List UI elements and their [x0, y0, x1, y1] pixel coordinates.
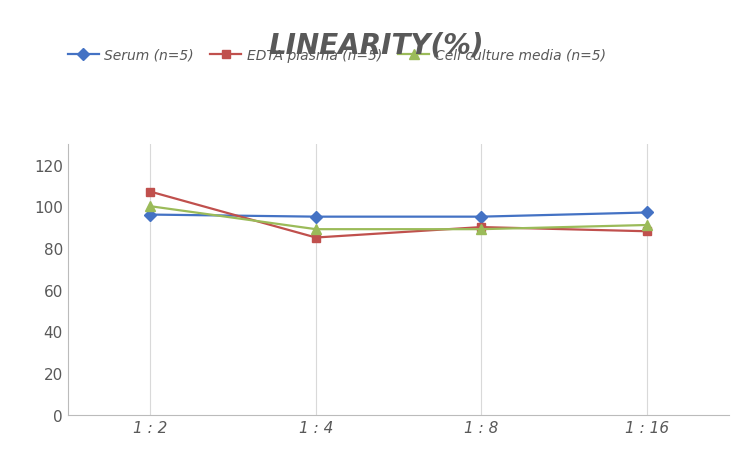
Serum (n=5): [477, 215, 486, 220]
Line: Serum (n=5): Serum (n=5): [146, 209, 651, 221]
Cell culture media (n=5): [642, 223, 651, 228]
Line: Cell culture media (n=5): Cell culture media (n=5): [146, 202, 651, 235]
Cell culture media (n=5): [477, 227, 486, 232]
Line: EDTA plasma (n=5): EDTA plasma (n=5): [146, 188, 651, 242]
Serum (n=5): [146, 212, 155, 218]
Cell culture media (n=5): [311, 227, 320, 232]
EDTA plasma (n=5): [311, 235, 320, 241]
Cell culture media (n=5): [146, 204, 155, 209]
EDTA plasma (n=5): [146, 189, 155, 195]
Serum (n=5): [642, 210, 651, 216]
EDTA plasma (n=5): [642, 229, 651, 235]
Text: LINEARITY(%): LINEARITY(%): [268, 32, 484, 60]
Serum (n=5): [311, 215, 320, 220]
Legend: Serum (n=5), EDTA plasma (n=5), Cell culture media (n=5): Serum (n=5), EDTA plasma (n=5), Cell cul…: [68, 48, 605, 62]
EDTA plasma (n=5): [477, 225, 486, 230]
